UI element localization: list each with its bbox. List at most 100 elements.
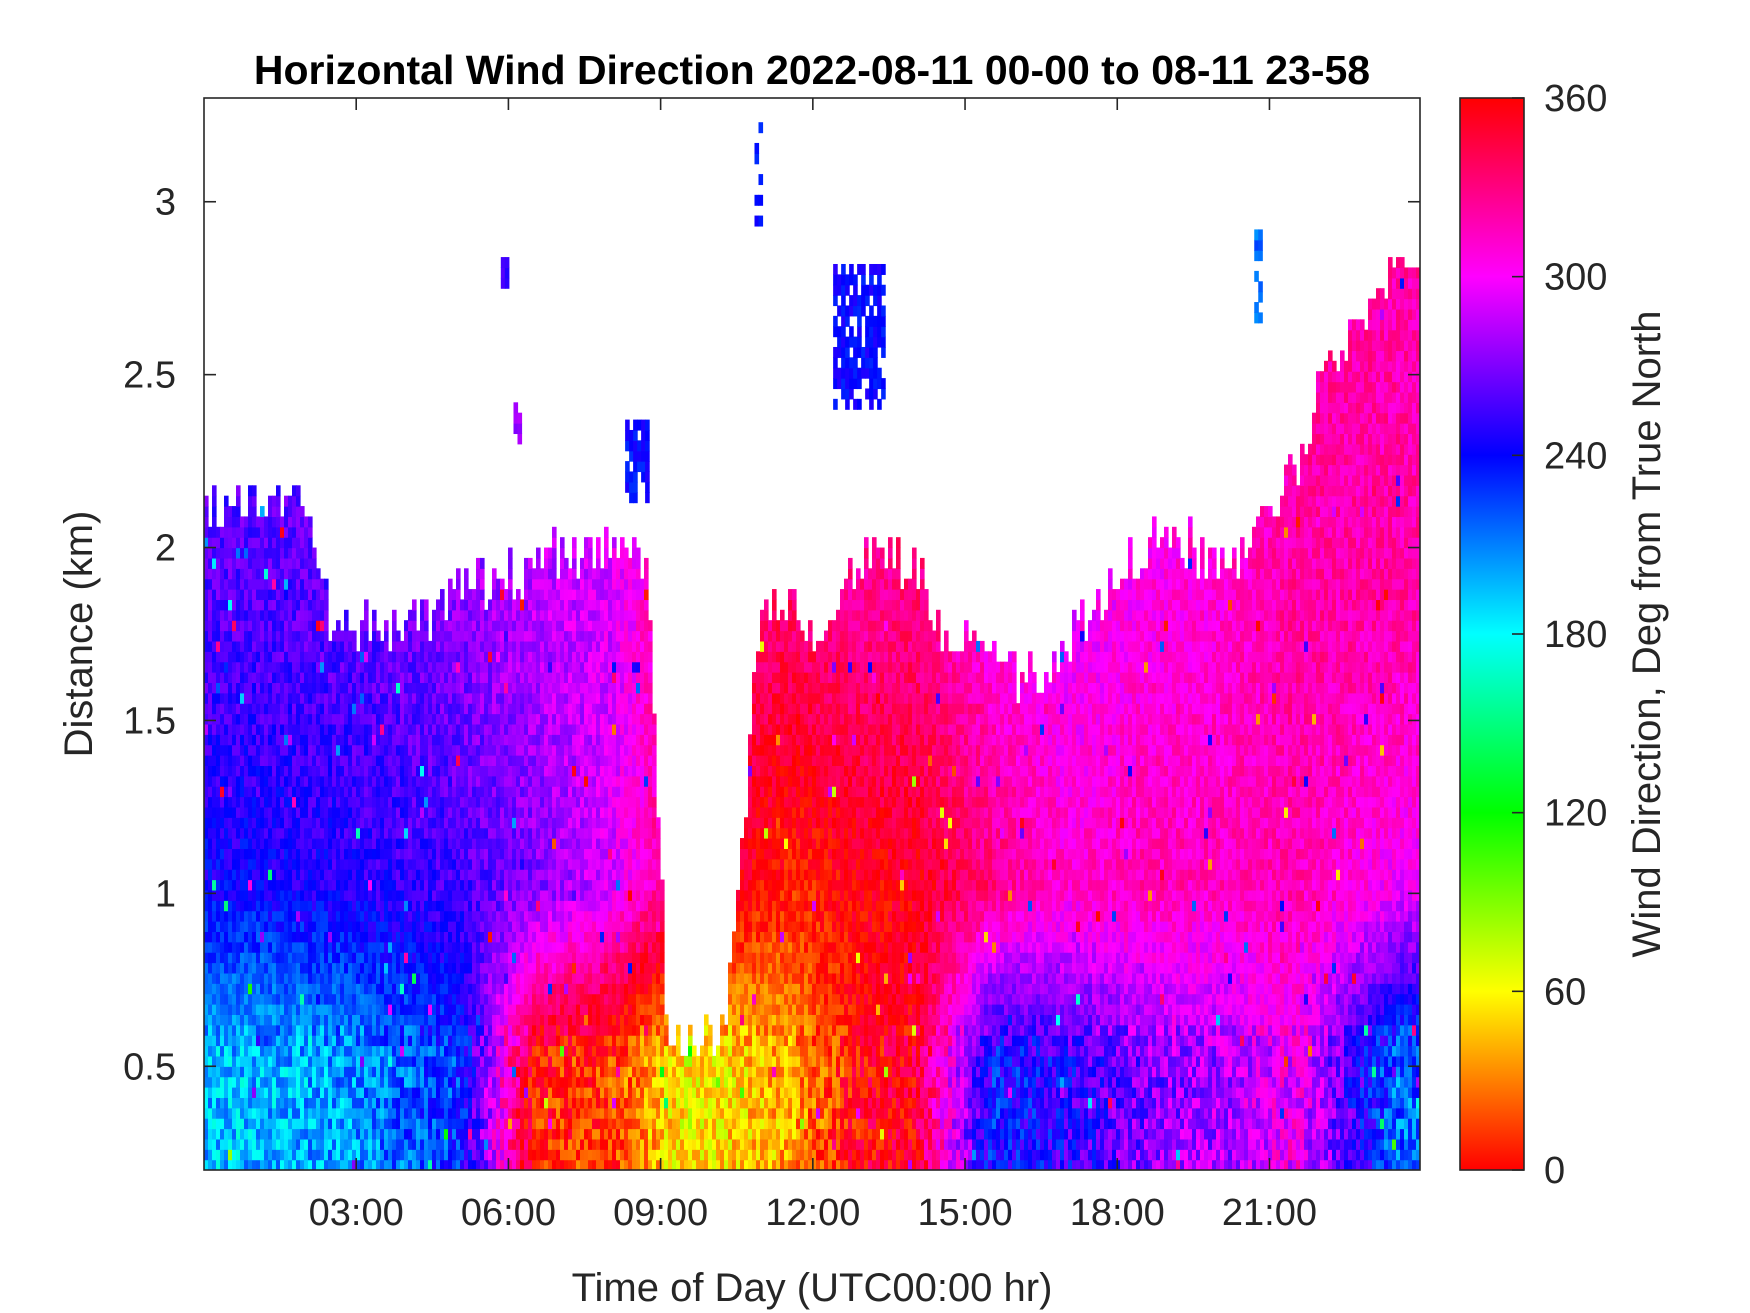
heatmap-cell: [228, 755, 233, 766]
heatmap-cell: [392, 786, 397, 797]
heatmap-cell: [532, 963, 537, 974]
heatmap-cell: [448, 745, 453, 756]
heatmap-cell: [360, 848, 365, 859]
heatmap-cell: [320, 703, 325, 714]
heatmap-cell: [292, 693, 297, 704]
heatmap-cell: [212, 1035, 217, 1046]
heatmap-cell: [452, 714, 457, 725]
heatmap-cell: [296, 765, 301, 776]
heatmap-cell: [420, 610, 425, 621]
heatmap-cell: [244, 1004, 249, 1015]
heatmap-cell: [384, 755, 389, 766]
heatmap-cell: [432, 1035, 437, 1046]
heatmap-cell: [372, 1056, 377, 1067]
heatmap-cell: [212, 1108, 217, 1119]
heatmap-cell: [320, 1014, 325, 1025]
heatmap-cell: [348, 1139, 353, 1150]
heatmap-cell: [544, 786, 549, 797]
heatmap-cell: [372, 610, 377, 621]
heatmap-cell: [228, 848, 233, 859]
heatmap-cell: [316, 869, 321, 880]
heatmap-cell: [372, 1087, 377, 1098]
heatmap-cell: [468, 1014, 473, 1025]
heatmap-cell: [512, 682, 517, 693]
heatmap-cell: [316, 942, 321, 953]
heatmap-cell: [284, 734, 289, 745]
heatmap-cell: [420, 620, 425, 631]
heatmap-cell: [284, 672, 289, 683]
heatmap-cell: [540, 1087, 545, 1098]
heatmap-cell: [220, 703, 225, 714]
heatmap-cell: [436, 1108, 441, 1119]
heatmap-cell: [252, 548, 257, 559]
heatmap-cell: [272, 579, 277, 590]
heatmap-cell: [464, 900, 469, 911]
heatmap-cell: [236, 724, 241, 735]
heatmap-cell: [456, 931, 461, 942]
heatmap-cell: [256, 568, 261, 579]
heatmap-cell: [244, 724, 249, 735]
heatmap-cell: [292, 963, 297, 974]
heatmap-cell: [504, 651, 509, 662]
heatmap-cell: [504, 1087, 509, 1098]
heatmap-cell: [540, 724, 545, 735]
heatmap-cell: [472, 1087, 477, 1098]
heatmap-cell: [436, 1066, 441, 1077]
heatmap-cell: [480, 703, 485, 714]
heatmap-cell: [380, 641, 385, 652]
heatmap-cell: [324, 1087, 329, 1098]
heatmap-cell: [300, 506, 305, 517]
heatmap-cell: [508, 558, 513, 569]
heatmap-cell: [288, 983, 293, 994]
heatmap-cell: [424, 828, 429, 839]
heatmap-cell: [344, 869, 349, 880]
heatmap-cell: [464, 983, 469, 994]
heatmap-cell: [524, 900, 529, 911]
heatmap-cell: [468, 631, 473, 642]
heatmap-cell: [324, 786, 329, 797]
heatmap-cell: [304, 931, 309, 942]
heatmap-cell: [456, 672, 461, 683]
heatmap-cell: [412, 1149, 417, 1160]
heatmap-cell: [392, 672, 397, 683]
heatmap-cell: [244, 714, 249, 725]
heatmap-cell: [268, 1149, 273, 1160]
heatmap-cell: [284, 848, 289, 859]
heatmap-cell: [464, 1087, 469, 1098]
heatmap-cell: [364, 911, 369, 922]
heatmap-cell: [432, 942, 437, 953]
heatmap-cell: [424, 610, 429, 621]
heatmap-cell: [472, 1025, 477, 1036]
heatmap-cell: [288, 672, 293, 683]
heatmap-cell: [312, 973, 317, 984]
heatmap-cell: [364, 714, 369, 725]
heatmap-cell: [476, 589, 481, 600]
heatmap-cell: [468, 797, 473, 808]
heatmap-cell: [384, 973, 389, 984]
heatmap-cell: [544, 672, 549, 683]
heatmap-cell: [524, 734, 529, 745]
heatmap-cell: [440, 765, 445, 776]
heatmap-cell: [212, 1160, 217, 1171]
heatmap-cell: [372, 641, 377, 652]
heatmap-cell: [548, 1025, 553, 1036]
heatmap-cell: [492, 1149, 497, 1160]
heatmap-cell: [272, 1097, 277, 1108]
heatmap-cell: [284, 942, 289, 953]
heatmap-cell: [420, 921, 425, 932]
heatmap-cell: [508, 921, 513, 932]
heatmap-cell: [312, 983, 317, 994]
heatmap-cell: [268, 506, 273, 517]
heatmap-cell: [304, 703, 309, 714]
heatmap-cell: [372, 1139, 377, 1150]
heatmap-cell: [236, 890, 241, 901]
heatmap-cell: [408, 1004, 413, 1015]
heatmap-cell: [208, 682, 213, 693]
heatmap-cell: [236, 921, 241, 932]
heatmap-cell: [520, 921, 525, 932]
heatmap-cell: [384, 994, 389, 1005]
heatmap-cell: [208, 900, 213, 911]
heatmap-cell: [424, 672, 429, 683]
heatmap-cell: [448, 931, 453, 942]
heatmap-cell: [452, 931, 457, 942]
